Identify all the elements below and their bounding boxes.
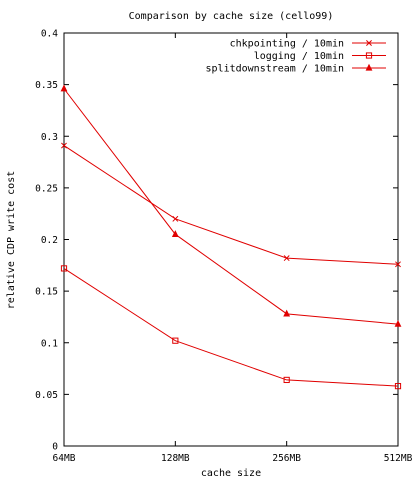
data-point	[283, 255, 290, 262]
y-tick-label: 0	[52, 442, 58, 453]
y-tick-label: 0.3	[41, 132, 58, 143]
legend-entry: chkpointing / 10min	[230, 39, 386, 50]
y-axis-label: relative CDP write cost	[6, 171, 17, 309]
data-point	[60, 265, 68, 272]
y-tick-label: 0.35	[35, 80, 58, 91]
legend-label: logging / 10min	[254, 51, 344, 62]
y-tick-label: 0.1	[41, 338, 58, 349]
legend-label: splitdownstream / 10min	[206, 64, 344, 75]
series-triangle	[60, 84, 402, 327]
x-tick-label: 256MB	[272, 453, 301, 464]
legend-marker	[365, 52, 373, 59]
y-tick-label: 0.15	[35, 287, 58, 298]
data-point	[394, 319, 402, 327]
y-tick-label: 0.25	[35, 183, 58, 194]
legend-marker	[365, 63, 373, 71]
series-line	[63, 88, 399, 325]
x-tick-label: 512MB	[384, 453, 413, 464]
plot-frame	[63, 32, 399, 447]
series-square	[60, 265, 402, 390]
series-line	[63, 145, 399, 265]
plot-area: 0 0.05 0.1 0.15 0.2 0.25 0.3 0.35 0.4 64MB 128MB 25…	[35, 29, 412, 465]
legend-marker	[366, 40, 372, 46]
x-tick-label: 128MB	[161, 453, 190, 464]
y-tick-label: 0.4	[41, 29, 58, 40]
data-point	[394, 383, 402, 390]
legend-label: chkpointing / 10min	[230, 39, 344, 50]
data-point	[60, 84, 68, 92]
x-tick-label: 64MB	[53, 453, 76, 464]
legend-entry: logging / 10min	[254, 51, 386, 62]
series-layer	[60, 84, 402, 390]
chart-title: Comparison by cache size (cello99)	[129, 11, 334, 22]
data-point	[171, 230, 179, 237]
data-point	[172, 215, 179, 222]
legend-entry: splitdownstream / 10min	[206, 64, 386, 75]
data-point	[283, 376, 290, 384]
data-point	[395, 261, 401, 268]
y-tick-label: 0.2	[41, 235, 58, 246]
x-axis-label: cache size	[201, 468, 261, 479]
data-point	[61, 142, 67, 149]
data-point	[172, 337, 179, 344]
series-line	[63, 267, 399, 387]
data-point	[283, 309, 291, 317]
y-tick-label: 0.05	[35, 390, 58, 401]
series-x	[61, 142, 401, 268]
